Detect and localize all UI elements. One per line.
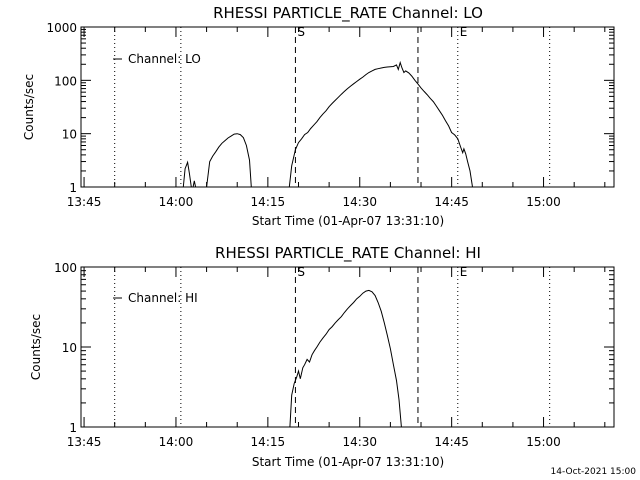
- y-tick-label: 100: [54, 74, 77, 88]
- x-tick-label: 14:00: [159, 195, 194, 209]
- series-line: [206, 133, 252, 188]
- series-lines: [182, 60, 473, 188]
- series-line: [289, 289, 402, 428]
- legend-label: Channel: HI: [128, 291, 198, 305]
- series-line: [182, 160, 192, 188]
- x-tick-label: 14:45: [434, 195, 469, 209]
- x-tick-label: 15:00: [526, 195, 561, 209]
- y-tick-label: 10: [62, 341, 77, 355]
- y-axis-label: Counts/sec: [29, 314, 43, 380]
- x-tick-label: 14:30: [342, 435, 377, 449]
- y-tick-label: 100: [54, 261, 77, 275]
- y-tick-label: 1: [69, 421, 77, 435]
- chart-panel-lo: RHESSI PARTICLE_RATE Channel: LO Start T…: [22, 4, 615, 228]
- x-tick-label: 14:00: [159, 435, 194, 449]
- y-axis-label: Counts/sec: [22, 74, 36, 140]
- chart-panel-hi: RHESSI PARTICLE_RATE Channel: HI Start T…: [29, 244, 615, 469]
- event-marker-label: E: [460, 25, 468, 39]
- x-axis-label: Start Time (01-Apr-07 13:31:10): [252, 455, 444, 469]
- plot-frame: [80, 26, 615, 188]
- x-tick-label: 14:15: [251, 195, 286, 209]
- series-line: [288, 60, 473, 188]
- legend: Channel: LO: [113, 52, 201, 66]
- y-tick-label: 10: [62, 128, 77, 142]
- x-tick-label: 13:45: [67, 435, 102, 449]
- legend: Channel: HI: [113, 291, 198, 305]
- axes: 13:45 14:00 14:15 14:30 14:45 15:00 1 10 100: [54, 261, 615, 449]
- event-marker-label: S: [297, 25, 305, 39]
- chart-title: RHESSI PARTICLE_RATE Channel: LO: [213, 4, 483, 23]
- y-tick-label: 1: [69, 181, 77, 195]
- x-tick-label: 14:15: [251, 435, 286, 449]
- axes: 13:45 14:00 14:15 14:30 14:45 15:00 1 10 100 1000: [46, 21, 615, 209]
- x-axis-label: Start Time (01-Apr-07 13:31:10): [252, 214, 444, 228]
- event-marker-label: E: [460, 265, 468, 279]
- x-tick-label: 14:45: [434, 435, 469, 449]
- footer-timestamp: 14-Oct-2021 15:00: [551, 467, 637, 477]
- series-lines: [289, 289, 402, 428]
- legend-label: Channel: LO: [128, 52, 201, 66]
- y-tick-label: 1000: [46, 21, 77, 35]
- chart-title: RHESSI PARTICLE_RATE Channel: HI: [215, 244, 481, 263]
- series-line: [192, 180, 197, 188]
- x-tick-label: 13:45: [67, 195, 102, 209]
- x-tick-label: 15:00: [526, 435, 561, 449]
- event-marker-label: S: [297, 265, 305, 279]
- x-tick-label: 14:30: [342, 195, 377, 209]
